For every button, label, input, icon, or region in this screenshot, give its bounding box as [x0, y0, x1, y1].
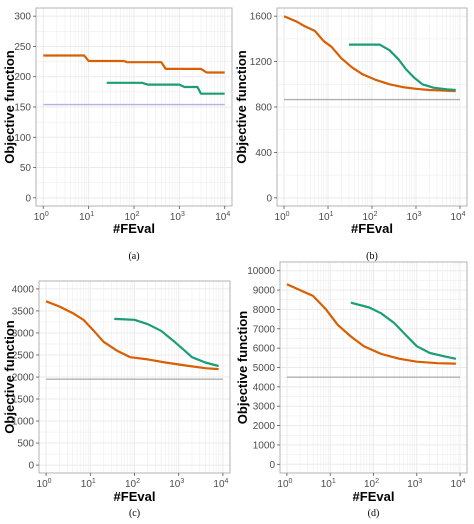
y-tick-label: 4000	[12, 284, 35, 295]
x-tick-label: 104	[450, 211, 465, 223]
x-tick-label: 104	[451, 478, 466, 490]
y-tick-label: 800	[255, 103, 272, 114]
series-line	[286, 283, 456, 365]
y-tick-label: 300	[14, 12, 31, 23]
y-axis-label: Objective function	[234, 50, 249, 163]
y-tick-label: 8000	[253, 305, 276, 316]
y-tick-label: 1000	[12, 417, 35, 428]
y-tick-label: 5000	[253, 363, 276, 374]
y-tick-label: 0	[269, 460, 275, 471]
series-line	[45, 300, 219, 371]
x-tick-label: 101	[81, 478, 96, 490]
chart-panel: 0 1000 2000 3000 4000 5000 6000 7000 8000 9000 100…	[235, 261, 468, 519]
y-tick-label: 3500	[12, 306, 35, 317]
x-axis-label: #FEval	[353, 489, 395, 504]
y-tick-label: 500	[17, 439, 34, 450]
y-tick-label: 0	[28, 461, 34, 472]
x-tick-label: 100	[277, 478, 292, 490]
y-tick-label: 50	[20, 163, 32, 174]
y-tick-label: 2500	[12, 350, 35, 361]
series-line	[350, 301, 457, 360]
panel-caption: (a)	[128, 251, 139, 262]
panel-caption: (d)	[368, 508, 380, 519]
series-line	[106, 81, 225, 95]
y-tick-label: 3000	[12, 328, 35, 339]
y-tick-label: 1000	[253, 440, 276, 451]
series-line	[114, 317, 219, 368]
chart-panel: 0 500 1000 1500 2000 2500 3000 3500 4000 100 101 10…	[2, 280, 231, 519]
y-tick-label: 0	[25, 193, 31, 204]
x-axis-label: #FEval	[113, 221, 155, 236]
x-tick-label: 100	[37, 478, 52, 490]
x-tick-label: 103	[407, 478, 422, 490]
y-tick-label: 7000	[253, 324, 276, 335]
x-tick-label: 103	[170, 211, 185, 223]
series-line	[283, 15, 456, 93]
y-tick-label: 400	[255, 148, 272, 159]
x-tick-label: 101	[321, 478, 336, 490]
x-tick-label: 101	[319, 211, 334, 223]
x-axis-label: #FEval	[114, 489, 156, 504]
y-tick-label: 1600	[250, 12, 273, 23]
series-line	[349, 43, 456, 92]
x-axis-label: #FEval	[351, 221, 393, 236]
y-tick-label: 250	[14, 42, 31, 53]
y-tick-label: 10000	[247, 266, 275, 277]
y-tick-label: 2000	[12, 373, 35, 384]
y-tick-label: 9000	[253, 286, 276, 297]
x-tick-label: 103	[169, 478, 184, 490]
panel-caption: (b)	[366, 251, 378, 262]
y-tick-label: 6000	[253, 344, 276, 355]
y-tick-label: 1500	[12, 395, 35, 406]
x-tick-label: 100	[275, 211, 290, 223]
y-tick-label: 2000	[253, 421, 276, 432]
y-tick-label: 150	[14, 103, 31, 114]
y-tick-label: 1200	[250, 57, 273, 68]
x-tick-label: 103	[406, 211, 421, 223]
y-tick-label: 3000	[253, 402, 276, 413]
y-tick-label: 200	[14, 72, 31, 83]
x-tick-label: 101	[79, 211, 94, 223]
panel-caption: (c)	[129, 508, 140, 519]
y-axis-label: Objective function	[2, 50, 17, 163]
y-tick-label: 4000	[253, 382, 276, 393]
x-tick-label: 100	[34, 211, 49, 223]
x-tick-label: 104	[215, 211, 230, 223]
y-axis-label: Objective function	[235, 311, 250, 424]
y-tick-label: 100	[14, 133, 31, 144]
series-line	[43, 54, 225, 74]
x-tick-label: 104	[213, 478, 228, 490]
y-axis-label: Objective function	[2, 320, 17, 433]
y-tick-label: 0	[266, 193, 272, 204]
